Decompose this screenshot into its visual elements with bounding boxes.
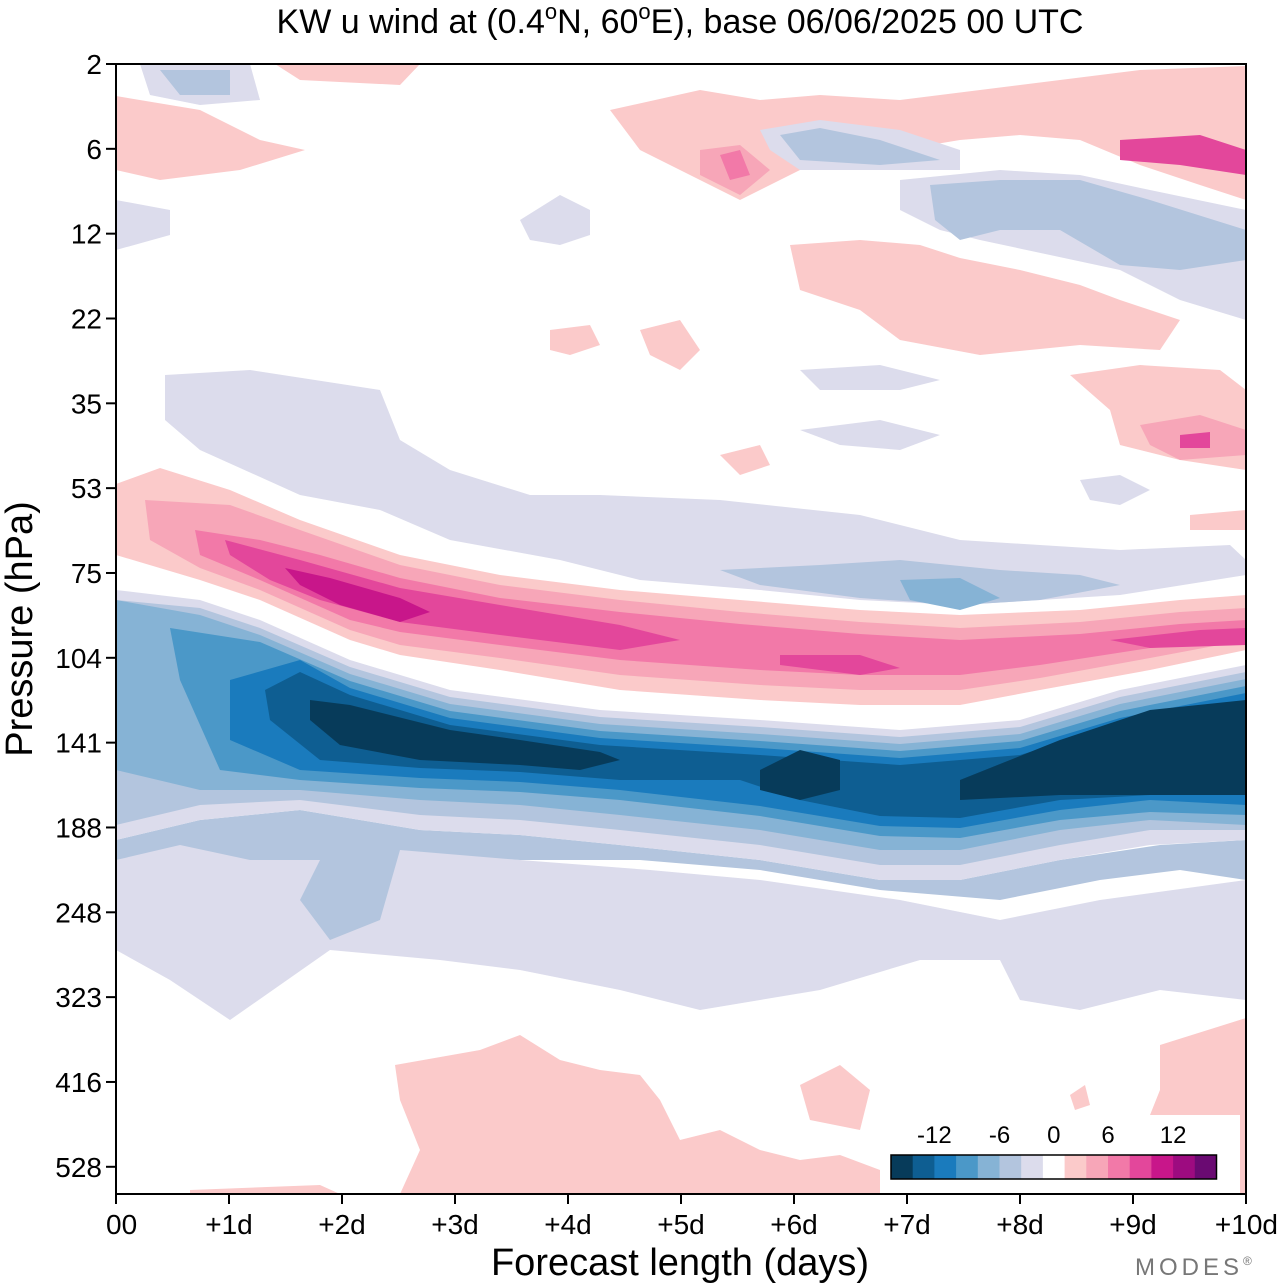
y-axis: 2 6 12 22 35 53 75 104 141 188 248 323 416 528: [55, 49, 116, 1183]
contour-band-pos-3-lower5: [190, 1185, 340, 1194]
colorbar-swatch: [956, 1155, 979, 1179]
contour-band-pos-3-lower1: [395, 1035, 900, 1194]
contour-band-pos-9: [195, 530, 1246, 675]
y-tick-label: 75: [71, 558, 102, 589]
colorbar-label: 6: [1101, 1122, 1114, 1149]
contour-band-neg-3-upper8: [1080, 475, 1150, 505]
contour-band-pos-3-upper3: [790, 240, 1180, 355]
x-tick-label: +2d: [318, 1209, 366, 1240]
contour-band-neg-3-upper6: [800, 365, 940, 390]
colorbar-swatch: [1194, 1155, 1217, 1179]
y-tick-label: 12: [71, 219, 102, 250]
contour-band-pos-3-lower2: [800, 1065, 870, 1130]
colorbar-frame: [890, 1154, 1218, 1180]
chart-title: KW u wind at (0.4oN, 60oE), base 06/06/2…: [277, 0, 1084, 41]
x-tick-label: +5d: [657, 1209, 705, 1240]
colorbar-swatch: [1151, 1155, 1174, 1179]
colorbar-swatch: [977, 1155, 1000, 1179]
y-tick-label: 35: [71, 388, 102, 419]
contour-band-neg-6-lower: [116, 810, 1246, 940]
colorbar-label: -12: [917, 1122, 952, 1149]
x-tick-label: +7d: [883, 1209, 931, 1240]
x-tick-label: 00: [106, 1209, 137, 1240]
contour-band-pos-15: [285, 568, 430, 622]
colorbar-swatch: [1129, 1155, 1152, 1179]
contour-band-neg-21: [310, 700, 620, 770]
contour-band-pos-3-small2: [640, 320, 700, 370]
colorbar-swatch: [934, 1155, 957, 1179]
colorbar-swatch: [1086, 1155, 1109, 1179]
colorbar-background: [880, 1115, 1240, 1193]
colorbar-label: 0: [1047, 1122, 1060, 1149]
contour-band-pos-12b: [780, 655, 900, 675]
contour-band-pos-9-upper: [720, 150, 750, 180]
contour-band-pos-9-upper3: [1180, 432, 1210, 448]
contour-band-pos-12: [225, 540, 680, 650]
x-tick-label: +4d: [544, 1209, 592, 1240]
y-axis-title: Pressure (hPa): [0, 501, 41, 757]
x-tick-label: +9d: [1109, 1209, 1157, 1240]
y-tick-label: 416: [55, 1067, 102, 1098]
colorbar-label: -6: [989, 1122, 1010, 1149]
y-tick-label: 22: [71, 303, 102, 334]
contour-band-pos-3-small4: [1190, 510, 1246, 530]
contour-band-neg-21c: [760, 750, 840, 800]
contour-band-neg-9-strat: [900, 578, 1000, 610]
colorbar-label: 12: [1160, 1122, 1187, 1149]
x-tick-label: +8d: [996, 1209, 1044, 1240]
x-tick-label: +3d: [431, 1209, 479, 1240]
y-tick-label: 323: [55, 982, 102, 1013]
colorbar-legend: -12 -6 0 6 12: [880, 1115, 1240, 1193]
contour-band-pos-3-small5: [275, 64, 420, 85]
x-tick-label: +1d: [205, 1209, 253, 1240]
contour-band-neg-3-upper4: [520, 195, 590, 245]
y-tick-label: 53: [71, 473, 102, 504]
contour-band-pos-3-upper1: [116, 96, 305, 180]
y-tick-label: 188: [55, 812, 102, 843]
y-tick-label: 248: [55, 897, 102, 928]
contour-band-neg-3-strat: [165, 370, 1246, 605]
contour-band-neg-3-lower: [116, 830, 1246, 1020]
contour-band-neg-6-upper3: [930, 180, 1246, 270]
colorbar-swatch: [1108, 1155, 1131, 1179]
colorbar-swatch: [1021, 1155, 1044, 1179]
contour-band-neg-6-upper1: [160, 70, 230, 95]
colorbar-swatch: [1173, 1155, 1196, 1179]
x-tick-label: +6d: [770, 1209, 818, 1240]
contour-band-pos-3-small3: [720, 445, 770, 475]
colorbar-swatch: [891, 1155, 914, 1179]
contour-band-pos-12c: [1110, 628, 1246, 648]
colorbar-swatch: [912, 1155, 935, 1179]
contour-band-pos-3-upper2: [610, 66, 1246, 200]
colorbar-swatch: [999, 1155, 1022, 1179]
x-axis-title: Forecast length (days): [491, 1242, 869, 1284]
x-tick-label: +10d: [1215, 1209, 1278, 1240]
colorbar-swatch: [1042, 1155, 1066, 1179]
y-tick-label: 141: [55, 728, 102, 759]
contour-band-neg-3-upper5: [116, 200, 170, 250]
colorbar-swatch: [1064, 1155, 1087, 1179]
contour-band-pos-3-lower4: [1070, 1085, 1090, 1110]
contour-band-pos-9-upper2: [1120, 135, 1246, 175]
contour-band-neg-21b: [960, 700, 1246, 800]
brand-logo: MODES®: [1135, 1254, 1256, 1281]
contour-band-pos-3-small1: [550, 325, 600, 355]
contour-band-neg-3-upper7: [800, 420, 940, 450]
y-tick-label: 2: [86, 49, 102, 80]
y-tick-label: 528: [55, 1152, 102, 1183]
contour-band-neg-6-upper2: [780, 128, 940, 165]
y-tick-label: 104: [55, 643, 102, 674]
y-tick-label: 6: [86, 134, 102, 165]
contour-field: [116, 64, 1246, 1194]
x-axis: 00 +1d +2d +3d +4d +5d +6d +7d +8d +9d +10d: [106, 1194, 1278, 1240]
